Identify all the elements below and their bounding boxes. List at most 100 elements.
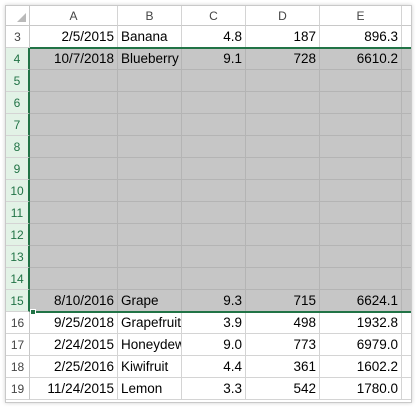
cell-e[interactable]: 6624.1 [320,290,402,312]
cell-c[interactable] [182,114,246,136]
cell-stub[interactable] [402,312,411,334]
cell-stub[interactable] [402,290,411,312]
cell-c[interactable] [182,180,246,202]
cell-e[interactable]: 1602.2 [320,356,402,378]
cell-b[interactable] [118,158,182,180]
row-header[interactable]: 16 [6,312,30,334]
cell-c[interactable] [182,224,246,246]
cell-stub[interactable] [402,92,411,114]
row-header[interactable]: 5 [6,70,30,92]
cell-a[interactable] [30,224,118,246]
cell-a[interactable] [30,158,118,180]
cell-a[interactable]: 2/25/2016 [30,356,118,378]
cell-e[interactable]: 6979.0 [320,334,402,356]
column-header-d[interactable]: D [246,6,320,26]
cell-c[interactable] [182,136,246,158]
cell-a[interactable] [30,246,118,268]
cell-e[interactable] [320,224,402,246]
column-header-b[interactable]: B [118,6,182,26]
cell-c[interactable]: 4.4 [182,356,246,378]
cell-c[interactable]: 9.0 [182,334,246,356]
cell-stub[interactable] [402,180,411,202]
cell-d[interactable] [246,202,320,224]
cell-c[interactable] [182,92,246,114]
cell-a[interactable] [30,92,118,114]
cell-b[interactable]: Honeydew [118,334,182,356]
cell-stub[interactable] [402,224,411,246]
cell-b[interactable]: Banana [118,26,182,48]
cell-stub[interactable] [402,48,411,70]
cell-c[interactable]: 9.3 [182,290,246,312]
row-header[interactable]: 7 [6,114,30,136]
cell-a[interactable]: 11/24/2015 [30,378,118,400]
cell-a[interactable]: 2/24/2015 [30,334,118,356]
cell-d[interactable]: 773 [246,334,320,356]
column-header-a[interactable]: A [30,6,118,26]
cell-b[interactable] [118,136,182,158]
cell-d[interactable]: 542 [246,378,320,400]
cell-stub[interactable] [402,136,411,158]
column-header-e[interactable]: E [320,6,402,26]
cell-stub[interactable] [402,114,411,136]
cell-d[interactable]: 498 [246,312,320,334]
cell-stub[interactable] [402,378,411,400]
cell-e[interactable]: 6610.2 [320,48,402,70]
cell-d[interactable] [246,224,320,246]
cell-c[interactable]: 4.8 [182,26,246,48]
cell-d[interactable] [246,114,320,136]
cell-d[interactable] [246,268,320,290]
row-header[interactable]: 6 [6,92,30,114]
cell-c[interactable]: 9.1 [182,48,246,70]
cell-c[interactable] [182,70,246,92]
row-header[interactable]: 13 [6,246,30,268]
cell-d[interactable] [246,158,320,180]
cell-a[interactable] [30,202,118,224]
cell-stub[interactable] [402,356,411,378]
cell-a[interactable]: 8/10/2016 [30,290,118,312]
cell-b[interactable] [118,92,182,114]
cell-d[interactable]: 187 [246,26,320,48]
cell-e[interactable] [320,114,402,136]
cell-a[interactable] [30,114,118,136]
cell-c[interactable] [182,246,246,268]
cell-b[interactable]: Grapefruit [118,312,182,334]
cell-c[interactable] [182,202,246,224]
cell-d[interactable]: 728 [246,48,320,70]
cell-d[interactable]: 715 [246,290,320,312]
cell-c[interactable] [182,268,246,290]
cell-a[interactable]: 2/5/2015 [30,26,118,48]
cell-e[interactable] [320,70,402,92]
row-header[interactable]: 15 [6,290,30,312]
cell-e[interactable]: 1932.8 [320,312,402,334]
cell-e[interactable]: 896.3 [320,26,402,48]
row-header[interactable]: 11 [6,202,30,224]
cell-a[interactable] [30,136,118,158]
cell-e[interactable] [320,158,402,180]
row-header[interactable]: 19 [6,378,30,400]
cell-b[interactable]: Blueberry [118,48,182,70]
row-header[interactable]: 4 [6,48,30,70]
row-header[interactable]: 14 [6,268,30,290]
cell-stub[interactable] [402,334,411,356]
select-all-button[interactable] [6,6,30,26]
cell-stub[interactable] [402,268,411,290]
cell-c[interactable]: 3.3 [182,378,246,400]
row-header[interactable]: 9 [6,158,30,180]
cell-e[interactable]: 1780.0 [320,378,402,400]
column-header-c[interactable]: C [182,6,246,26]
cell-b[interactable] [118,70,182,92]
cell-d[interactable]: 361 [246,356,320,378]
cell-b[interactable] [118,180,182,202]
row-header[interactable]: 3 [6,26,30,48]
cell-stub[interactable] [402,246,411,268]
cell-a[interactable] [30,70,118,92]
row-header[interactable]: 18 [6,356,30,378]
cell-b[interactable] [118,246,182,268]
cell-d[interactable] [246,92,320,114]
cell-b[interactable]: Grape [118,290,182,312]
cell-a[interactable] [30,268,118,290]
cell-e[interactable] [320,92,402,114]
cell-b[interactable]: Kiwifruit [118,356,182,378]
cell-c[interactable]: 3.9 [182,312,246,334]
cell-stub[interactable] [402,70,411,92]
